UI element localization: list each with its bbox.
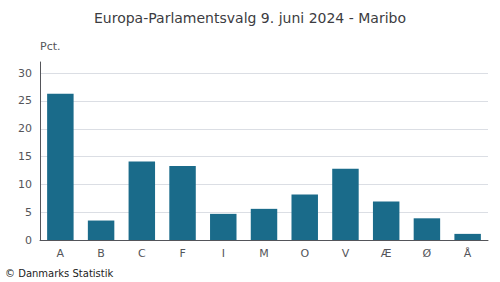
svg-text:Pct.: Pct. [40,40,61,53]
svg-text:15: 15 [18,150,32,163]
svg-text:A: A [57,247,65,260]
svg-text:30: 30 [18,67,32,80]
svg-text:10: 10 [18,178,32,191]
svg-text:20: 20 [18,122,32,135]
svg-text:I: I [222,247,225,260]
svg-text:© Danmarks Statistik: © Danmarks Statistik [5,268,114,279]
svg-text:F: F [179,247,185,260]
svg-text:25: 25 [18,94,32,107]
svg-text:Æ: Æ [381,247,392,260]
svg-text:0: 0 [25,234,32,247]
svg-text:Ø: Ø [423,247,432,260]
svg-text:O: O [300,247,309,260]
svg-text:M: M [259,247,269,260]
svg-text:V: V [342,247,350,260]
svg-text:Europa-Parlamentsvalg 9. juni: Europa-Parlamentsvalg 9. juni 2024 - Mar… [94,10,406,26]
svg-text:B: B [97,247,105,260]
svg-text:C: C [138,247,146,260]
svg-text:Å: Å [464,247,472,260]
svg-text:5: 5 [25,206,32,219]
